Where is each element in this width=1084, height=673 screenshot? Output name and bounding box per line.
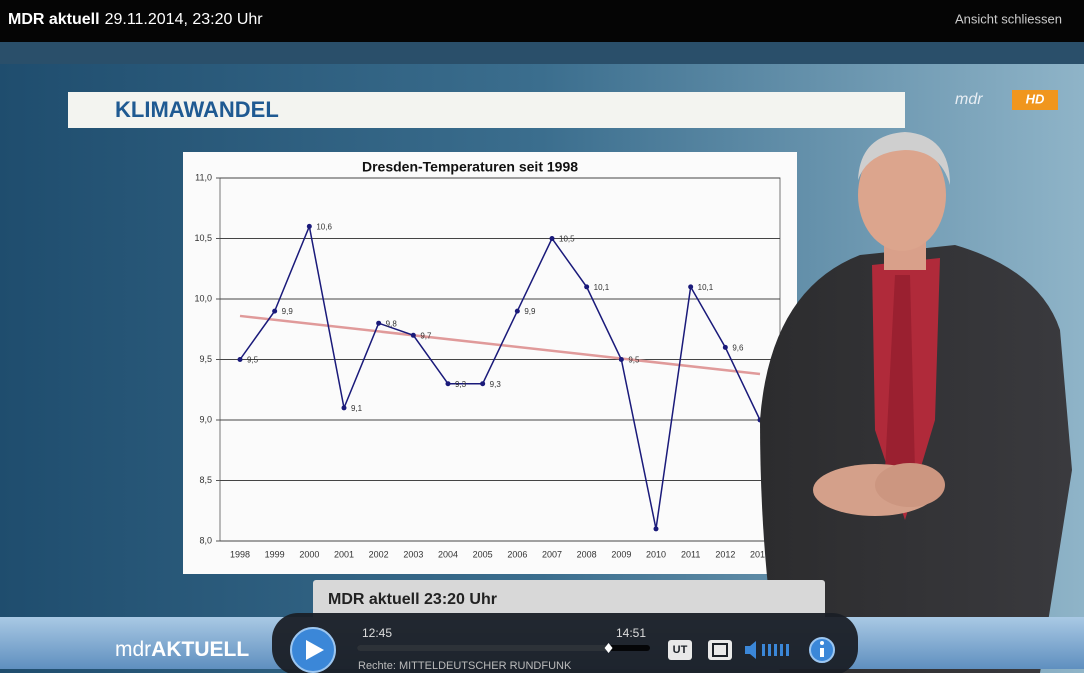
x-tick-label: 2007	[542, 549, 562, 559]
title-bold: MDR aktuell	[8, 11, 100, 28]
player-title: MDR aktuell 23:20 Uhr	[328, 591, 497, 608]
x-tick-label: 2008	[577, 549, 597, 559]
data-label: 9,8	[386, 319, 398, 328]
data-label: 9,5	[628, 356, 640, 365]
x-tick-label: 2006	[507, 549, 527, 559]
data-point	[584, 284, 589, 289]
current-time: 12:45	[362, 626, 392, 640]
lower-third-light: mdr	[115, 638, 151, 661]
x-tick-label: 2001	[334, 549, 354, 559]
data-label: 10,1	[698, 283, 714, 292]
chart-panel	[183, 152, 797, 574]
y-tick-label: 11,0	[195, 172, 212, 182]
title-date: 29.11.2014, 23:20 Uhr	[105, 11, 264, 28]
x-tick-label: 2005	[473, 549, 493, 559]
x-tick-label: 2009	[611, 549, 631, 559]
data-label: 10,5	[559, 235, 575, 244]
data-point	[688, 284, 693, 289]
info-dot	[820, 641, 824, 645]
hd-text: HD	[1026, 91, 1045, 106]
data-point	[376, 321, 381, 326]
data-label: 9,6	[732, 344, 744, 353]
data-point	[446, 381, 451, 386]
data-label: 9,3	[490, 380, 502, 389]
channel-logo: mdr	[955, 91, 983, 108]
info-icon	[820, 648, 824, 657]
data-point	[515, 309, 520, 314]
duration: 14:51	[616, 626, 646, 640]
data-point	[342, 405, 347, 410]
x-tick-label: 2000	[299, 549, 319, 559]
data-point	[480, 381, 485, 386]
data-label: 10,1	[594, 283, 610, 292]
screen: MDR aktuell 29.11.2014, 23:20 Uhr Ansicht…	[0, 0, 1084, 673]
data-label: 9,9	[524, 307, 536, 316]
y-tick-label: 9,0	[199, 414, 212, 424]
chart-title: Dresden-Temperaturen seit 1998	[362, 159, 578, 175]
data-point	[619, 357, 624, 362]
rights: Rechte: MITTELDEUTSCHER RUNDFUNK	[358, 660, 572, 672]
y-tick-label: 8,5	[199, 475, 212, 485]
data-point	[411, 333, 416, 338]
x-tick-label: 1998	[230, 549, 250, 559]
data-label: 9,9	[282, 307, 294, 316]
y-tick-label: 10,0	[194, 293, 212, 303]
lower-third-text: mdrAKTUELL	[115, 638, 249, 661]
x-tick-label: 2011	[681, 549, 700, 559]
data-label: 9,7	[420, 331, 432, 340]
x-tick-label: 2004	[438, 549, 458, 559]
lower-third-bold: AKTUELL	[151, 638, 249, 661]
banner-text: KLIMAWANDEL	[115, 97, 279, 122]
x-tick-label: 2012	[715, 549, 735, 559]
data-label: 9,3	[455, 380, 467, 389]
data-point	[723, 345, 728, 350]
data-label: 9,1	[351, 404, 363, 413]
x-tick-label: 2010	[646, 549, 666, 559]
subtitle-label: UT	[673, 644, 688, 656]
close-view[interactable]: Ansicht schliessen	[955, 11, 1062, 26]
close-clip: Ansicht schliessen	[955, 11, 1062, 26]
page: MDR aktuell 29.11.2014, 23:20 Uhr Ansicht…	[0, 0, 1084, 673]
progress-fill	[357, 645, 609, 651]
x-tick-label: 1999	[265, 549, 285, 559]
data-label: 9,5	[247, 356, 259, 365]
x-tick-label: 2002	[369, 549, 389, 559]
video-top	[0, 42, 1084, 64]
y-tick-label: 9,5	[199, 354, 212, 364]
data-point	[654, 526, 659, 531]
data-point	[272, 309, 277, 314]
y-tick-label: 8,0	[199, 535, 212, 545]
data-point	[238, 357, 243, 362]
x-tick-label: 2003	[403, 549, 423, 559]
window-title: MDR aktuell 29.11.2014, 23:20 Uhr	[8, 11, 263, 28]
data-point	[550, 236, 555, 241]
data-label: 10,6	[316, 223, 332, 232]
data-point	[307, 224, 312, 229]
y-tick-label: 10,5	[194, 233, 212, 243]
